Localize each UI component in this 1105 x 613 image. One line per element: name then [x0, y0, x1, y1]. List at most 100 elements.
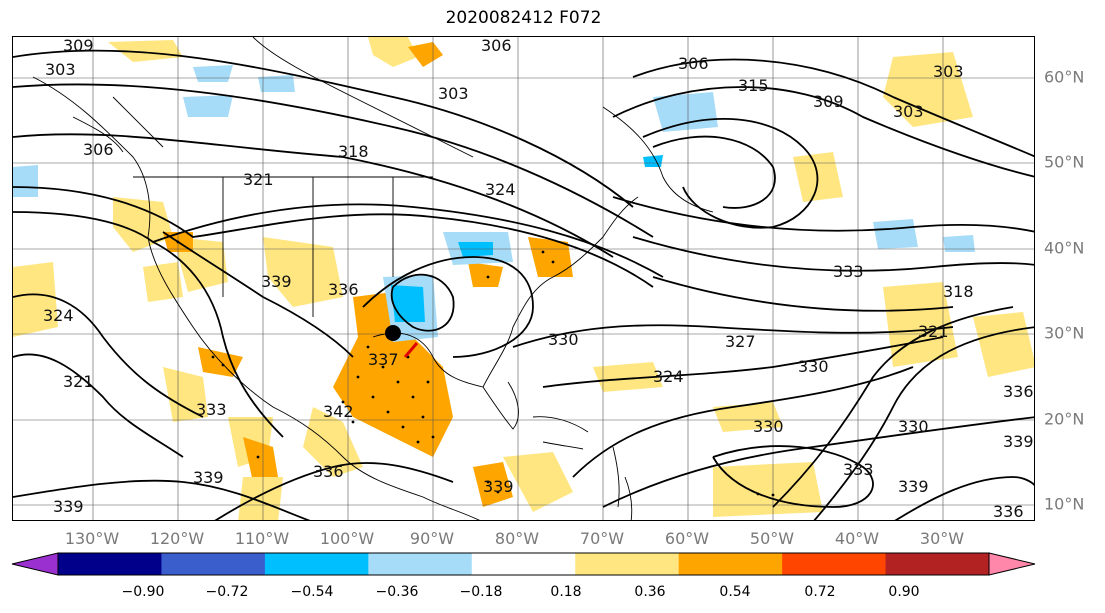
- shade-patch: [643, 155, 663, 167]
- shade-patch: [13, 165, 38, 197]
- colorbar-tick: 0.72: [804, 584, 836, 600]
- colorbar-segment: [575, 553, 680, 575]
- contour-labels: 309 303 306 315 309 303 306 303 318 324 …: [43, 37, 1034, 521]
- shade-patch: [973, 312, 1034, 377]
- lon-label: 30°W: [919, 529, 965, 548]
- lon-label: 50°W: [749, 529, 795, 548]
- colorbar: [11, 552, 1036, 576]
- contour-label: 327: [725, 332, 756, 351]
- contour-label: 333: [196, 400, 227, 419]
- lat-label: 60°N: [1044, 67, 1085, 87]
- colorbar-segments: [58, 553, 990, 575]
- shade-patch: [163, 367, 208, 422]
- contour-label: 306: [678, 54, 709, 73]
- shade-patch: [193, 65, 233, 82]
- lon-label: 60°W: [664, 529, 710, 548]
- shade-patch: [408, 42, 443, 67]
- shade-patch: [243, 437, 278, 482]
- colorbar-segment: [368, 553, 473, 575]
- shade-patch: [473, 462, 513, 507]
- contour-label: 342: [323, 402, 354, 421]
- colorbar-tick: −0.72: [205, 584, 249, 600]
- colorbar-over-arrow: [988, 552, 1036, 576]
- shade-patch: [183, 95, 233, 117]
- colorbar-tick: 0.18: [550, 584, 582, 600]
- shade-patch: [503, 452, 573, 512]
- contour-label: 333: [843, 460, 874, 479]
- shade-patch: [653, 92, 718, 132]
- shade-patch: [263, 237, 343, 307]
- colorbar-tick: −0.54: [290, 584, 334, 600]
- lon-label: 70°W: [579, 529, 625, 548]
- contour-label: 330: [548, 330, 579, 349]
- colorbar-tick: 0.90: [888, 584, 920, 600]
- colorbar-outline: [57, 552, 990, 576]
- contour-label: 309: [63, 37, 94, 55]
- contour-label: 321: [918, 322, 949, 341]
- colorbar-tick: 0.54: [719, 584, 751, 600]
- contour-label: 324: [43, 306, 74, 325]
- map-title: 2020082412 F072: [445, 8, 602, 28]
- contour-label: 306: [481, 37, 512, 55]
- shade-patch: [143, 262, 183, 302]
- contour-label: 303: [893, 102, 924, 121]
- contour-label: 333: [833, 262, 864, 281]
- contour-label: 318: [943, 282, 974, 301]
- map-panel: 309 303 306 315 309 303 306 303 318 324 …: [12, 36, 1035, 521]
- lat-label: 20°N: [1044, 409, 1085, 429]
- contour-label: 303: [438, 84, 469, 103]
- shade-patch: [468, 262, 503, 287]
- contour-label: 339: [1003, 432, 1034, 451]
- colorbar-segment: [58, 553, 162, 575]
- colorbar-segment: [471, 553, 576, 575]
- contour-label: 321: [63, 372, 94, 391]
- shade-patch: [713, 402, 783, 432]
- contour-label: 330: [753, 417, 784, 436]
- lon-label: 110°W: [234, 529, 290, 548]
- storm-track-marker: [403, 342, 419, 358]
- colorbar-segment: [678, 553, 783, 575]
- lat-label: 10°N: [1044, 494, 1085, 514]
- lat-label: 40°N: [1044, 238, 1085, 258]
- contour-label: 315: [738, 76, 769, 95]
- shade-patch: [883, 52, 973, 127]
- contour-label: 339: [261, 272, 292, 291]
- colorbar-segment: [264, 553, 369, 575]
- contour-label: 336: [313, 462, 344, 481]
- lon-label: 130°W: [64, 529, 120, 548]
- shade-patch: [238, 477, 283, 520]
- shade-patch: [883, 282, 958, 367]
- contour-label: 306: [83, 140, 114, 159]
- lon-label: 80°W: [494, 529, 540, 548]
- colorbar-segment: [161, 553, 266, 575]
- shade-patch: [108, 40, 183, 62]
- contour-label: 336: [328, 280, 359, 299]
- contour-label: 330: [898, 417, 929, 436]
- shade-patch: [258, 75, 295, 92]
- contour-label: 336: [993, 502, 1024, 521]
- map-canvas: 309 303 306 315 309 303 306 303 318 324 …: [13, 37, 1034, 521]
- lat-label: 50°N: [1044, 152, 1085, 172]
- colorbar-tick: −0.36: [375, 584, 419, 600]
- contour-label: 336: [1003, 382, 1034, 401]
- contour-label: 318: [338, 142, 369, 161]
- colorbar-under-arrow: [11, 552, 59, 576]
- contour-label: 303: [933, 62, 964, 81]
- lon-label: 90°W: [409, 529, 455, 548]
- shade-patch: [368, 37, 418, 67]
- lon-label: 40°W: [834, 529, 880, 548]
- lat-label: 30°N: [1044, 323, 1085, 343]
- contour-label: 337: [368, 350, 399, 369]
- shade-patch: [873, 219, 918, 249]
- contour-label: 339: [53, 497, 84, 516]
- potential-temperature-contours: [13, 49, 1034, 520]
- contour-label: 303: [45, 60, 76, 79]
- contour-label: 330: [798, 357, 829, 376]
- shaded-anomaly-field: [13, 37, 1034, 520]
- coastlines: [32, 37, 714, 520]
- lon-label: 100°W: [319, 529, 375, 548]
- contour-label: 339: [898, 477, 929, 496]
- contour-label: 339: [193, 468, 224, 487]
- shade-patch: [391, 285, 425, 322]
- colorbar-tick: 0.36: [634, 584, 666, 600]
